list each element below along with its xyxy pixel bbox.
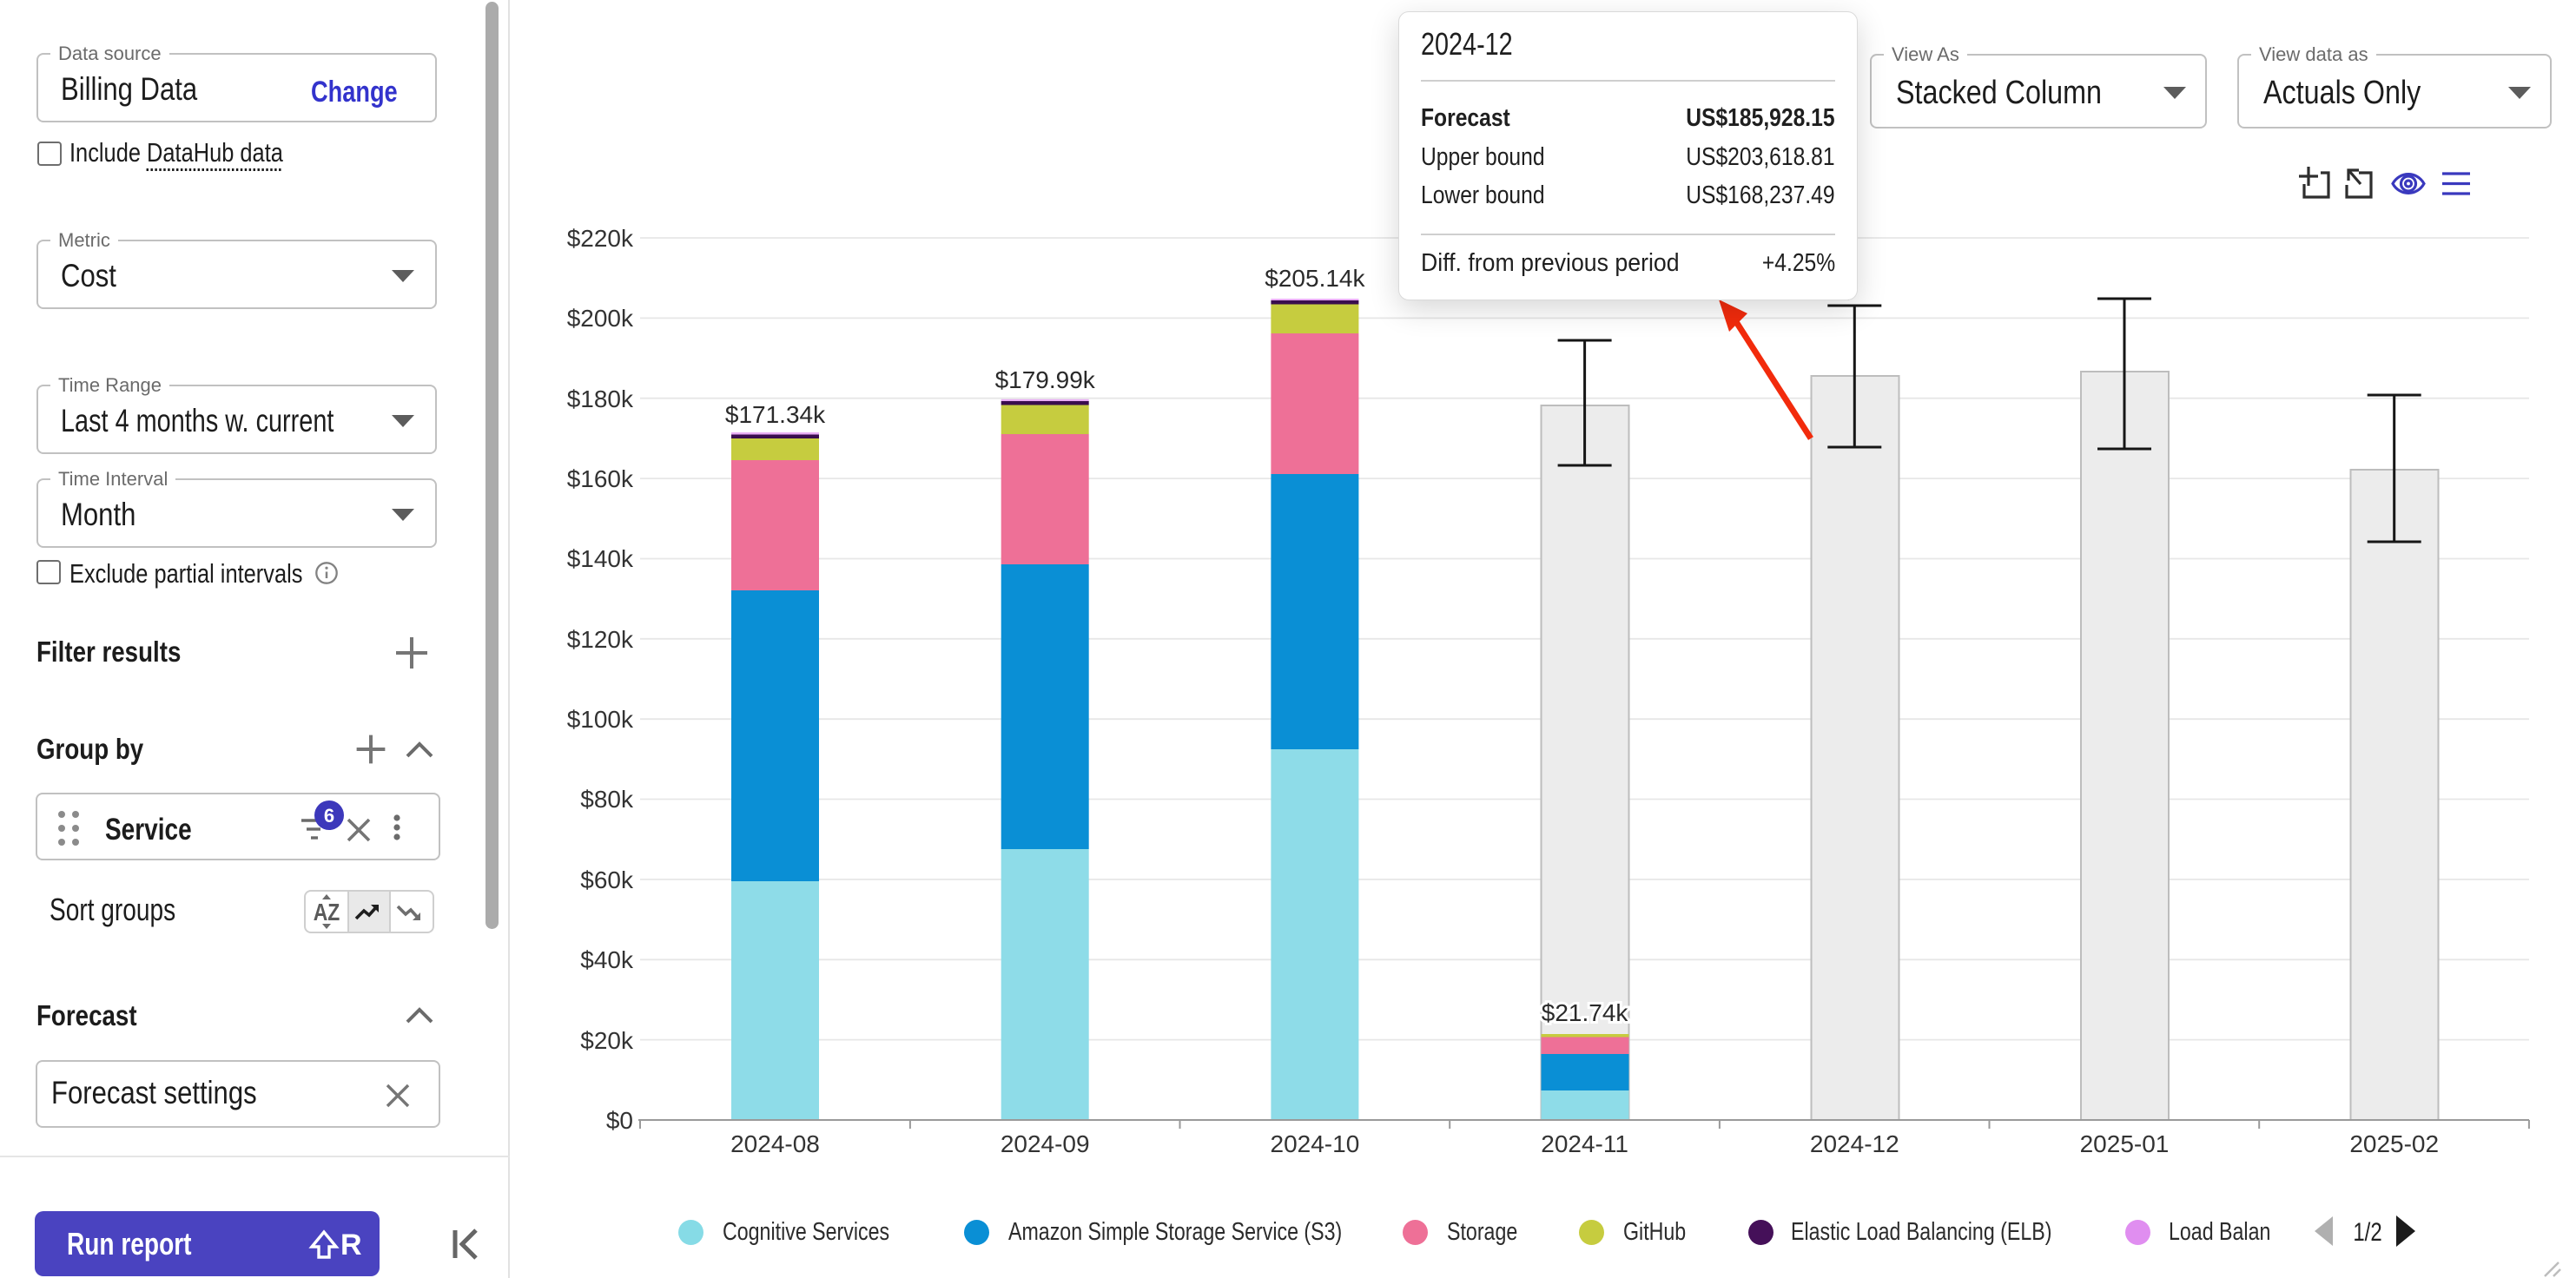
svg-text:2024-11: 2024-11 (1541, 1130, 1628, 1157)
svg-text:2024-12: 2024-12 (1810, 1130, 1899, 1157)
svg-text:$200k: $200k (567, 305, 634, 332)
svg-text:$171.34k: $171.34k (725, 401, 826, 428)
svg-text:$21.74k: $21.74k (1542, 999, 1629, 1026)
svg-text:AZ: AZ (314, 899, 340, 926)
svg-text:$60k: $60k (580, 866, 634, 893)
svg-text:$205.14k: $205.14k (1265, 265, 1365, 292)
svg-text:2024-10: 2024-10 (1271, 1130, 1360, 1157)
svg-text:$120k: $120k (567, 626, 634, 653)
svg-text:$160k: $160k (567, 465, 634, 492)
svg-text:$220k: $220k (567, 225, 634, 252)
svg-text:2024-09: 2024-09 (1001, 1130, 1090, 1157)
svg-text:6: 6 (324, 805, 334, 827)
svg-text:2024-08: 2024-08 (730, 1130, 820, 1157)
svg-text:$20k: $20k (580, 1027, 634, 1054)
svg-text:2025-01: 2025-01 (2080, 1130, 2170, 1157)
svg-text:$80k: $80k (580, 786, 634, 813)
svg-text:1/2: 1/2 (2353, 1216, 2381, 1246)
svg-text:$100k: $100k (567, 706, 634, 733)
svg-text:$140k: $140k (567, 545, 634, 572)
svg-text:$180k: $180k (567, 385, 634, 412)
svg-text:$40k: $40k (580, 946, 634, 973)
svg-text:2025-02: 2025-02 (2349, 1130, 2439, 1157)
svg-text:$0: $0 (606, 1107, 633, 1134)
svg-text:$179.99k: $179.99k (995, 366, 1096, 393)
